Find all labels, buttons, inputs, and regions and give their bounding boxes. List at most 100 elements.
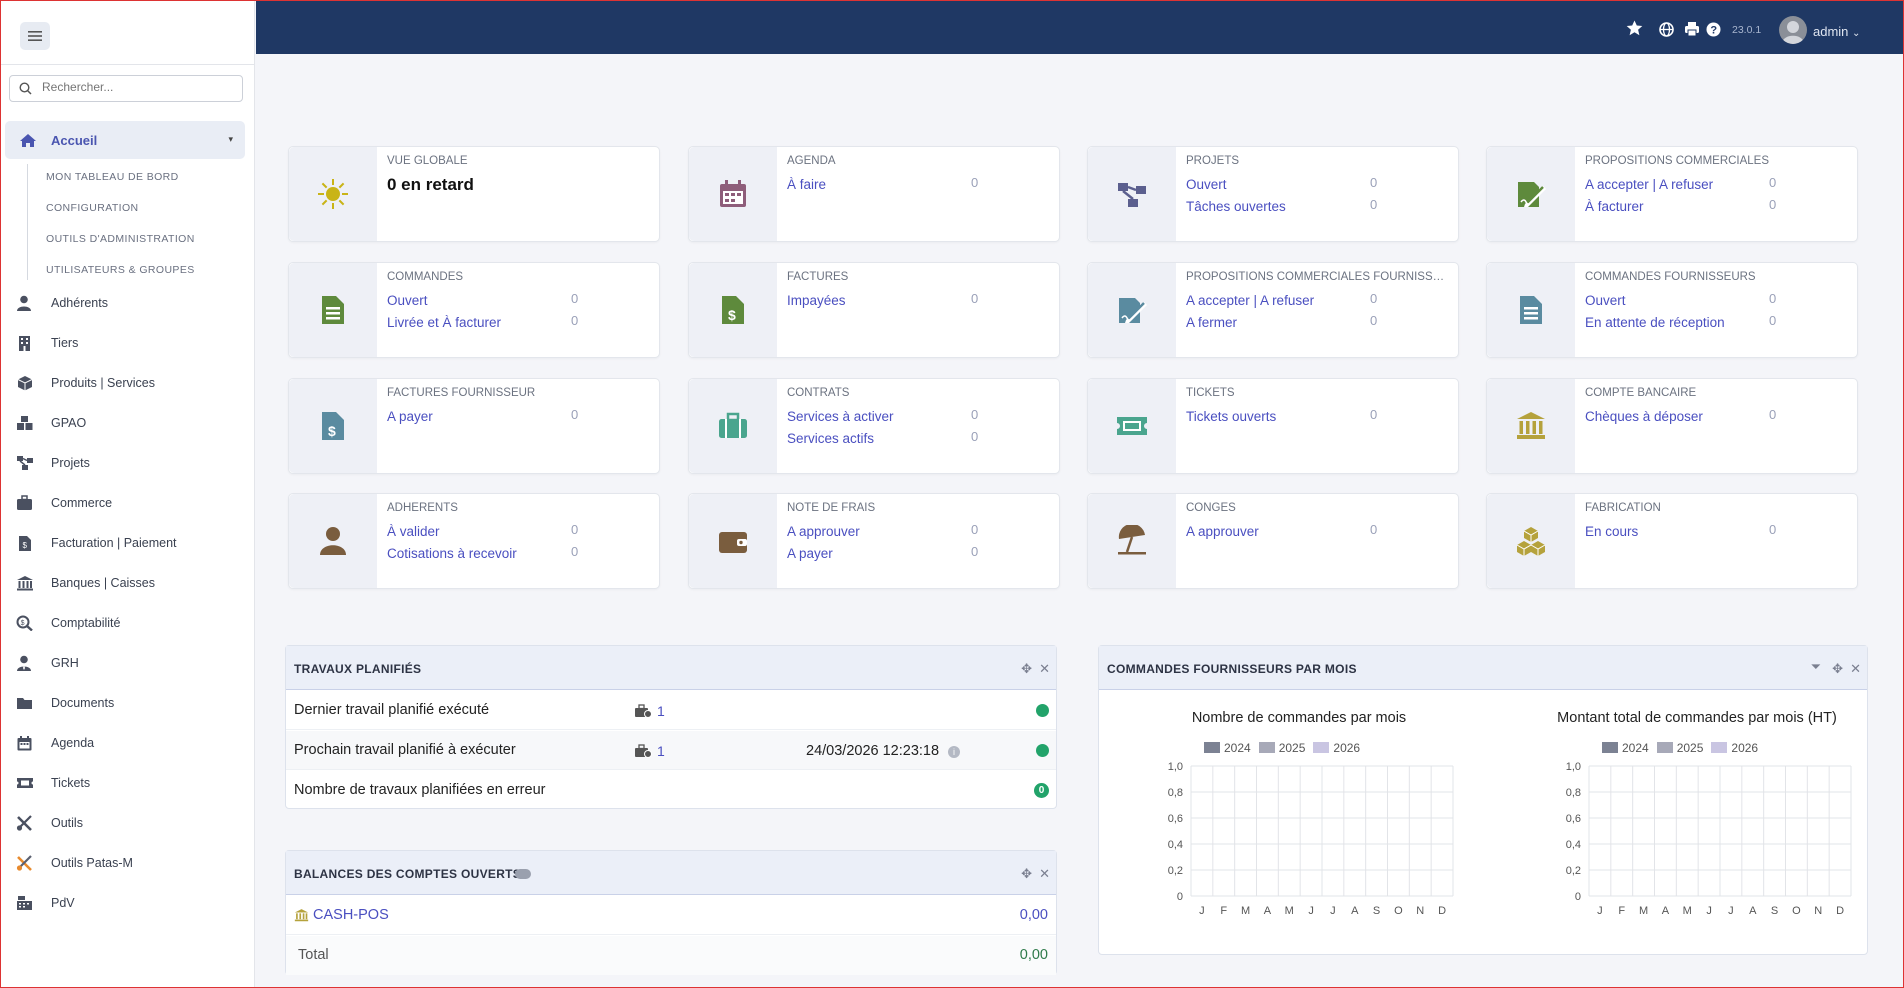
x-tick-label: D <box>1438 905 1446 917</box>
search-input[interactable] <box>42 80 232 94</box>
card-link[interactable]: A accepter | A refuser <box>1585 177 1714 192</box>
x-tick-label: A <box>1749 905 1757 917</box>
card-link[interactable]: A approuver <box>1186 524 1259 539</box>
card-link[interactable]: Cotisations à recevoir <box>387 546 517 561</box>
submenu-item-tableau-de-bord[interactable]: MON TABLEAU DE BORD <box>46 171 179 183</box>
total-row: Total 0,00 <box>286 936 1056 975</box>
card-count: 0 <box>971 175 979 190</box>
card-link[interactable]: A fermer <box>1186 315 1238 330</box>
sidebar-item-produits[interactable]: Produits | Services <box>16 373 246 393</box>
card-link[interactable]: Livrée et À facturer <box>387 315 502 330</box>
help-icon[interactable]: ? <box>1706 22 1721 37</box>
card-link[interactable]: Ouvert <box>1585 293 1626 308</box>
move-icon[interactable]: ✥ <box>1832 661 1843 676</box>
x-tick-label: S <box>1771 905 1778 917</box>
search-box[interactable] <box>9 75 243 102</box>
print-icon[interactable] <box>1684 21 1700 37</box>
legend-swatch <box>1711 742 1728 753</box>
submenu-item-configuration[interactable]: CONFIGURATION <box>46 202 139 214</box>
dashboard-card: COMPTE BANCAIRE Chèques à déposer 0 <box>1486 378 1858 474</box>
globe-icon[interactable] <box>1659 22 1674 37</box>
sidebar-item-agenda[interactable]: Agenda <box>16 733 246 753</box>
card-count: 0 <box>971 544 979 559</box>
card-link[interactable]: A payer <box>387 409 433 424</box>
job-count-link[interactable]: 1 <box>657 743 665 759</box>
close-icon[interactable]: ✕ <box>1039 661 1050 676</box>
sidebar-item-adherents[interactable]: Adhérents <box>16 293 246 313</box>
legend-item[interactable]: 2026 <box>1313 741 1360 755</box>
card-link[interactable]: Tâches ouvertes <box>1186 199 1286 214</box>
card-link[interactable]: À valider <box>387 524 440 539</box>
y-tick-label: 0,6 <box>1566 813 1581 825</box>
sidebar-item-projets[interactable]: Projets <box>16 453 246 473</box>
card-link[interactable]: Chèques à déposer <box>1585 409 1703 424</box>
job-count-link[interactable]: 1 <box>657 703 665 719</box>
account-balance[interactable]: 0,00 <box>1019 907 1048 923</box>
card-link[interactable]: En cours <box>1585 524 1639 539</box>
user-menu-button[interactable]: admin ⌄ <box>1813 24 1860 39</box>
sidebar-item-outils-patas[interactable]: Outils Patas-M <box>16 853 246 873</box>
card-title: FACTURES FOURNISSEUR <box>387 387 536 399</box>
legend-item[interactable]: 2025 <box>1258 741 1305 755</box>
dashboard-card: NOTE DE FRAIS A approuver 0 A payer 0 <box>688 493 1060 589</box>
star-icon[interactable] <box>1626 20 1643 36</box>
account-link[interactable]: CASH-POS <box>313 907 389 923</box>
y-tick-label: 0,8 <box>1566 787 1581 799</box>
info-icon[interactable]: i <box>948 746 960 758</box>
move-icon[interactable]: ✥ <box>1021 866 1032 881</box>
close-icon[interactable]: ✕ <box>1850 661 1861 676</box>
submenu-item-utilisateurs[interactable]: UTILISATEURS & GROUPES <box>46 264 195 276</box>
card-link[interactable]: Services actifs <box>787 431 875 446</box>
sidebar-item-label: Tickets <box>51 776 91 790</box>
card-link[interactable]: A payer <box>787 546 833 561</box>
table-row: Nombre de travaux planifiées en erreur 0 <box>286 771 1056 810</box>
panel-title: BALANCES DES COMPTES OUVERTS <box>294 867 522 881</box>
card-link[interactable]: A accepter | A refuser <box>1186 293 1315 308</box>
card-count: 0 <box>1370 407 1378 422</box>
x-tick-label: F <box>1618 905 1625 917</box>
dashboard-card: ADHÉRENTS À valider 0 Cotisations à recevoi… <box>288 493 660 589</box>
sidebar-item-tiers[interactable]: Tiers <box>16 333 246 353</box>
close-icon[interactable]: ✕ <box>1039 866 1050 881</box>
briefcase-icon <box>17 495 32 510</box>
chart-legend: 2024 2025 2026 <box>1204 741 1360 755</box>
panel-title: TRAVAUX PLANIFIÉS <box>294 662 422 676</box>
legend-item[interactable]: 2025 <box>1656 741 1703 755</box>
sidebar-item-outils[interactable]: Outils <box>16 813 246 833</box>
sidebar-item-gpao[interactable]: GPAO <box>16 413 246 433</box>
card-link[interactable]: Ouvert <box>1186 177 1227 192</box>
sidebar-item-grh[interactable]: GRH <box>16 653 246 673</box>
menu-toggle-button[interactable] <box>20 22 50 50</box>
sidebar-item-facturation[interactable]: $ Facturation | Paiement <box>16 533 246 553</box>
sidebar-item-tickets[interactable]: Tickets <box>16 773 246 793</box>
card-link[interactable]: Ouvert <box>387 293 428 308</box>
card-link[interactable]: En attente de réception <box>1585 315 1725 330</box>
sidebar-item-comptabilite[interactable]: $ Comptabilité <box>16 613 246 633</box>
card-link[interactable]: Tickets ouverts <box>1186 409 1277 424</box>
svg-text:?: ? <box>1710 25 1717 37</box>
avatar[interactable] <box>1779 16 1807 44</box>
y-tick-label: 0,2 <box>1566 865 1581 877</box>
move-icon[interactable]: ✥ <box>1021 661 1032 676</box>
top-bar: ? 23.0.1 admin ⌄ <box>256 0 1904 54</box>
card-title: ADHÉRENTS <box>387 502 458 514</box>
sidebar-item-accueil[interactable]: Accueil ▾ <box>5 121 245 159</box>
card-link[interactable]: Services à activer <box>787 409 894 424</box>
sidebar-item-documents[interactable]: Documents <box>16 693 246 713</box>
legend-item[interactable]: 2024 <box>1602 741 1649 755</box>
card-link[interactable]: À faire <box>787 177 827 192</box>
sidebar-item-pdv[interactable]: PdV <box>16 893 246 913</box>
bar-chart: 0 0,2 0,4 0,6 0,8 1,0 J F M A M J J A S O N D <box>1168 761 1454 917</box>
panel-title: COMMANDES FOURNISSEURS PAR MOIS <box>1107 662 1357 676</box>
total-value: 0,00 <box>1019 947 1048 963</box>
submenu-item-outils-admin[interactable]: OUTILS D'ADMINISTRATION <box>46 233 195 245</box>
filter-icon[interactable]: ⏷ <box>1810 659 1821 674</box>
sidebar-item-commerce[interactable]: Commerce <box>16 493 246 513</box>
legend-item[interactable]: 2026 <box>1711 741 1758 755</box>
card-link[interactable]: Impayées <box>787 293 846 308</box>
legend-item[interactable]: 2024 <box>1204 741 1251 755</box>
card-link[interactable]: A approuver <box>787 524 860 539</box>
sidebar-item-banques[interactable]: Banques | Caisses <box>16 573 246 593</box>
card-link[interactable]: À facturer <box>1585 199 1644 214</box>
legend-label: 2026 <box>1333 741 1361 755</box>
